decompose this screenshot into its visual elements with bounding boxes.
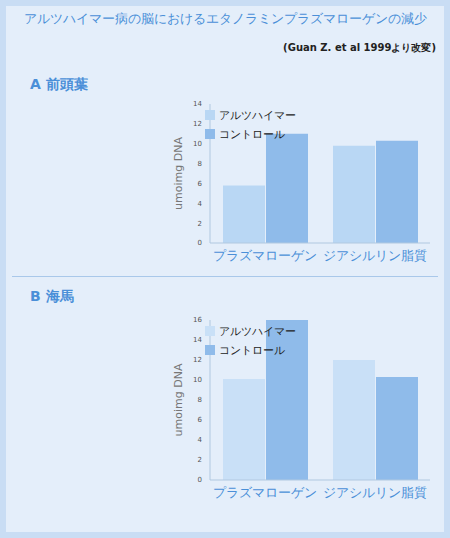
html-text:アルツハイマー: アルツハイマー xyxy=(219,325,296,338)
svg-text:0: 0 xyxy=(198,476,202,484)
html-text:アルツハイマー病の脳におけるエタノラミンプラズマローゲンの減: アルツハイマー病の脳におけるエタノラミンプラズマローゲンの減少 xyxy=(23,11,427,26)
svg-text:umoimg DNA: umoimg DNA xyxy=(172,137,185,210)
svg-text:ジアシルリン脂質: ジアシルリン脂質 xyxy=(323,248,427,263)
svg-text:2: 2 xyxy=(198,220,202,228)
svg-text:10: 10 xyxy=(193,140,202,148)
svg-text:4: 4 xyxy=(198,200,203,208)
html-text:A 前頭葉: A 前頭葉 xyxy=(30,76,88,92)
html-text:アルツハイマー: アルツハイマー xyxy=(219,109,296,122)
html-text:(Guan Z. et al 1999より改変): (Guan Z. et al 1999より改変) xyxy=(283,42,436,53)
html-text:B 海馬: B 海馬 xyxy=(30,288,74,304)
svg-text:14: 14 xyxy=(193,336,202,344)
svg-text:2: 2 xyxy=(198,456,202,464)
svg-text:8: 8 xyxy=(198,396,202,404)
svg-text:6: 6 xyxy=(198,416,203,424)
svg-text:4: 4 xyxy=(198,436,203,444)
svg-text:10: 10 xyxy=(193,376,202,384)
svg-text:16: 16 xyxy=(193,316,202,324)
svg-text:6: 6 xyxy=(198,180,203,188)
svg-text:14: 14 xyxy=(193,100,202,108)
svg-text:umoimg DNA: umoimg DNA xyxy=(172,363,185,436)
svg-text:ジアシルリン脂質: ジアシルリン脂質 xyxy=(323,485,427,500)
html-text:コントロール: コントロール xyxy=(219,344,285,357)
svg-text:0: 0 xyxy=(198,239,202,247)
svg-text:12: 12 xyxy=(193,356,202,364)
svg-text:プラズマローゲン: プラズマローゲン xyxy=(213,485,317,500)
svg-text:8: 8 xyxy=(198,160,202,168)
svg-text:プラズマローゲン: プラズマローゲン xyxy=(213,248,317,263)
html-text:コントロール: コントロール xyxy=(219,128,285,141)
svg-text:12: 12 xyxy=(193,120,202,128)
